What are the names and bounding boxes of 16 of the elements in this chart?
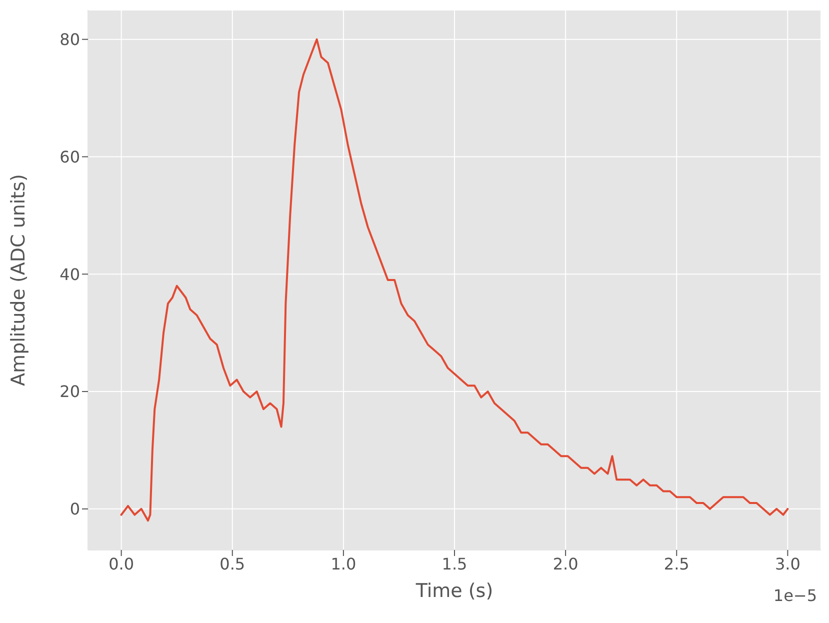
y-tick-label: 80 xyxy=(60,30,80,50)
y-tick-label: 60 xyxy=(60,147,80,166)
y-tick-label: 0 xyxy=(70,500,80,519)
x-tick-label: 2.0 xyxy=(552,554,578,574)
x-tick-label: 0.5 xyxy=(220,554,246,574)
x-tick-label: 0.0 xyxy=(108,554,134,574)
line-series xyxy=(120,38,789,522)
x-axis-title: Time (s) xyxy=(414,580,494,602)
y-axis-title: Amplitude (ADC units) xyxy=(8,174,30,386)
text: 1e−5 xyxy=(773,586,817,605)
y-tick-label: 20 xyxy=(60,382,80,402)
x-tick-label: 3.0 xyxy=(774,554,800,574)
x-tick-label: 1.0 xyxy=(330,554,356,574)
y-tick-label: 40 xyxy=(60,264,80,284)
x-tick-label: 1.5 xyxy=(442,554,468,574)
x-tick-label: 2.5 xyxy=(664,554,690,574)
